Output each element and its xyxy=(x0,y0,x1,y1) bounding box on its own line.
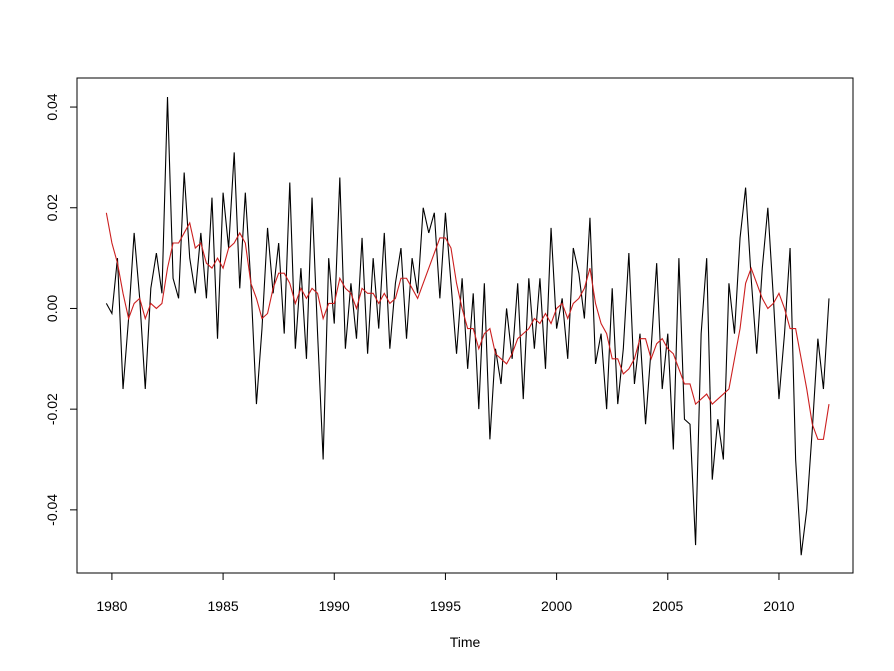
x-tick-label: 1980 xyxy=(96,598,127,614)
y-tick-label: 0.02 xyxy=(44,194,60,221)
series-line xyxy=(105,96,830,556)
y-tick-label: -0.04 xyxy=(44,494,60,526)
x-tick-label: 2005 xyxy=(652,598,683,614)
y-tick-label: 0.04 xyxy=(44,93,60,120)
y-tick-label: 0.00 xyxy=(44,295,60,322)
x-tick-label: 1990 xyxy=(319,598,350,614)
x-axis-label: Time xyxy=(450,634,481,650)
y-tick-label: -0.02 xyxy=(44,393,60,425)
x-tick-label: 1985 xyxy=(208,598,239,614)
series-line xyxy=(105,212,830,440)
x-tick-label: 1995 xyxy=(430,598,461,614)
x-tick-label: 2010 xyxy=(763,598,794,614)
x-tick-label: 2000 xyxy=(541,598,572,614)
